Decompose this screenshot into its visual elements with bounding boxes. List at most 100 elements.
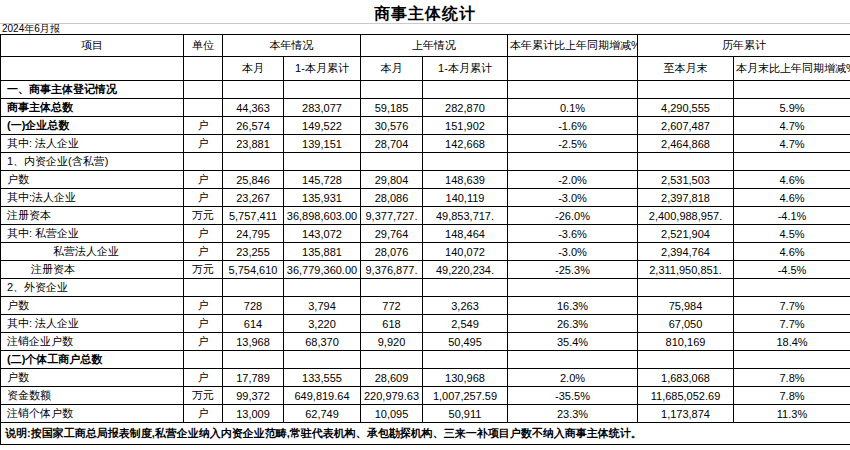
cell-to-month-end: 2,531,503 bbox=[638, 171, 734, 189]
row-label: (二)个体工商户总数 bbox=[1, 351, 184, 369]
cell-last-year-month: 10,095 bbox=[361, 405, 423, 423]
row-unit: 户 bbox=[184, 243, 223, 261]
header-row-sub: 本月 1-本月累计 本月 1-本月累计 至本月末 本月末比上年同期增减% bbox=[1, 57, 850, 81]
row-label: 户数 bbox=[1, 369, 184, 387]
row-label: 一、商事主体登记情况 bbox=[1, 81, 184, 99]
cell-to-month-end: 2,400,988,957. bbox=[638, 207, 734, 225]
cell-to-month-end: 11,685,052.69 bbox=[638, 387, 734, 405]
table-row: 2、外资企业 bbox=[1, 279, 850, 297]
row-label: 注册资本 bbox=[1, 207, 184, 225]
cell-last-year-cumulative: 49,853,717. bbox=[423, 207, 508, 225]
cell-ytd-change: 26.3% bbox=[508, 315, 638, 333]
cell-this-year-cumulative: 649,819.64 bbox=[284, 387, 361, 405]
table-row: 注销个体户数户13,00962,74910,09550,91123.3%1,17… bbox=[1, 405, 850, 423]
table-row: 资金数额万元99,372649,819.64220,979.631,007,25… bbox=[1, 387, 850, 405]
cell-last-year-cumulative bbox=[423, 279, 508, 297]
cell-last-year-cumulative: 282,870 bbox=[423, 99, 508, 117]
row-unit: 户 bbox=[184, 333, 223, 351]
cell-to-month-end: 2,607,487 bbox=[638, 117, 734, 135]
row-unit: 户 bbox=[184, 405, 223, 423]
cell-this-year-month bbox=[223, 351, 284, 369]
cell-last-year-cumulative: 148,464 bbox=[423, 225, 508, 243]
header-last-year-cumulative: 1-本月累计 bbox=[423, 57, 508, 81]
table-row: 私营法人企业户23,255135,88128,076140,072-3.0%2,… bbox=[1, 243, 850, 261]
cell-last-year-cumulative: 1,007,257.59 bbox=[423, 387, 508, 405]
table-header: 项目 单位 本年情况 上年情况 本年累计比上年同期增减% 历年累计 本月 1-本… bbox=[1, 35, 850, 81]
cell-to-month-end bbox=[638, 279, 734, 297]
cell-last-year-month: 29,764 bbox=[361, 225, 423, 243]
cell-to-month-end bbox=[638, 81, 734, 99]
cell-ytd-change: -1.6% bbox=[508, 117, 638, 135]
row-unit: 户 bbox=[184, 135, 223, 153]
table-row: 注销企业户数户13,96868,3709,92050,49535.4%810,1… bbox=[1, 333, 850, 351]
cell-last-year-month: 772 bbox=[361, 297, 423, 315]
cell-last-year-month: 59,185 bbox=[361, 99, 423, 117]
cell-this-year-month: 23,881 bbox=[223, 135, 284, 153]
cell-ytd-change: 16.3% bbox=[508, 297, 638, 315]
cell-this-year-cumulative: 3,794 bbox=[284, 297, 361, 315]
cell-ytd-change: -3.0% bbox=[508, 243, 638, 261]
cell-month-end-change: 4.6% bbox=[734, 171, 850, 189]
row-label: 其中:法人企业 bbox=[1, 189, 184, 207]
cell-ytd-change: -3.0% bbox=[508, 189, 638, 207]
cell-this-year-cumulative: 145,728 bbox=[284, 171, 361, 189]
table-row: 户数户7283,7947723,26316.3%75,9847.7% bbox=[1, 297, 850, 315]
cell-last-year-month: 30,576 bbox=[361, 117, 423, 135]
header-month-end-change: 本月末比上年同期增减% bbox=[734, 57, 850, 81]
cell-last-year-month: 29,804 bbox=[361, 171, 423, 189]
header-historical: 历年累计 bbox=[638, 35, 850, 57]
header-unit: 单位 bbox=[184, 35, 223, 57]
cell-ytd-change bbox=[508, 279, 638, 297]
footnote-text: 说明:按国家工商总局报表制度,私营企业纳入内资企业范畴,常驻代表机构、承包勘探机… bbox=[1, 423, 850, 445]
cell-this-year-cumulative: 135,881 bbox=[284, 243, 361, 261]
cell-to-month-end: 2,311,950,851. bbox=[638, 261, 734, 279]
cell-month-end-change bbox=[734, 351, 850, 369]
table-body: 一、商事主体登记情况商事主体总数44,363283,07759,185282,8… bbox=[1, 81, 850, 423]
cell-last-year-cumulative: 151,902 bbox=[423, 117, 508, 135]
cell-last-year-month: 9,377,727. bbox=[361, 207, 423, 225]
cell-last-year-month bbox=[361, 279, 423, 297]
cell-this-year-cumulative: 149,522 bbox=[284, 117, 361, 135]
table-row: 商事主体总数44,363283,07759,185282,8700.1%4,29… bbox=[1, 99, 850, 117]
cell-ytd-change: -2.5% bbox=[508, 135, 638, 153]
cell-this-year-cumulative bbox=[284, 81, 361, 99]
header-item-spacer bbox=[1, 57, 184, 81]
cell-ytd-change bbox=[508, 351, 638, 369]
header-ytd-change: 本年累计比上年同期增减% bbox=[508, 35, 638, 57]
cell-ytd-change: -26.0% bbox=[508, 207, 638, 225]
header-this-year: 本年情况 bbox=[223, 35, 361, 57]
header-to-month-end: 至本月末 bbox=[638, 57, 734, 81]
cell-ytd-change: 2.0% bbox=[508, 369, 638, 387]
row-label: 注销个体户数 bbox=[1, 405, 184, 423]
cell-last-year-cumulative bbox=[423, 351, 508, 369]
cell-this-year-cumulative: 62,749 bbox=[284, 405, 361, 423]
row-unit: 户 bbox=[184, 117, 223, 135]
row-label: 户数 bbox=[1, 297, 184, 315]
row-unit: 万元 bbox=[184, 261, 223, 279]
row-label: 2、外资企业 bbox=[1, 279, 184, 297]
page-title: 商事主体统计 bbox=[0, 0, 850, 23]
row-label: 注册资本 bbox=[1, 261, 184, 279]
row-unit: 户 bbox=[184, 315, 223, 333]
cell-month-end-change bbox=[734, 279, 850, 297]
cell-month-end-change: 11.3% bbox=[734, 405, 850, 423]
table-row: 户数户25,846145,72829,804148,639-2.0%2,531,… bbox=[1, 171, 850, 189]
cell-ytd-change: -25.3% bbox=[508, 261, 638, 279]
row-unit bbox=[184, 81, 223, 99]
row-label: 其中: 法人企业 bbox=[1, 315, 184, 333]
cell-this-year-month: 23,255 bbox=[223, 243, 284, 261]
row-label: 户数 bbox=[1, 171, 184, 189]
cell-month-end-change: 4.7% bbox=[734, 117, 850, 135]
row-label: (一)企业总数 bbox=[1, 117, 184, 135]
table-row: 1、内资企业(含私营) bbox=[1, 153, 850, 171]
cell-this-year-month: 13,009 bbox=[223, 405, 284, 423]
header-this-year-month: 本月 bbox=[223, 57, 284, 81]
cell-month-end-change: 5.9% bbox=[734, 99, 850, 117]
cell-this-year-month: 5,754,610 bbox=[223, 261, 284, 279]
header-row-groups: 项目 单位 本年情况 上年情况 本年累计比上年同期增减% 历年累计 bbox=[1, 35, 850, 57]
cell-this-year-cumulative bbox=[284, 351, 361, 369]
table-footer: 说明:按国家工商总局报表制度,私营企业纳入内资企业范畴,常驻代表机构、承包勘探机… bbox=[1, 423, 850, 445]
cell-to-month-end: 2,394,764 bbox=[638, 243, 734, 261]
cell-to-month-end bbox=[638, 153, 734, 171]
cell-this-year-month: 728 bbox=[223, 297, 284, 315]
